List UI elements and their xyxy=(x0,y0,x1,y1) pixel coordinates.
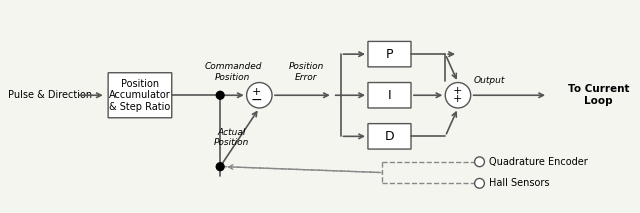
Text: D: D xyxy=(385,130,394,143)
Text: To Current
Loop: To Current Loop xyxy=(568,84,629,106)
FancyBboxPatch shape xyxy=(368,41,411,67)
Circle shape xyxy=(216,91,224,99)
Text: Commanded
Position: Commanded Position xyxy=(204,62,262,82)
Text: Pulse & Direction: Pulse & Direction xyxy=(8,90,92,100)
Text: Hall Sensors: Hall Sensors xyxy=(490,178,550,188)
Text: Position
Accumulator
& Step Ratio: Position Accumulator & Step Ratio xyxy=(109,79,171,112)
Text: Position
Error: Position Error xyxy=(289,62,324,82)
FancyBboxPatch shape xyxy=(368,124,411,149)
Text: Quadrature Encoder: Quadrature Encoder xyxy=(490,157,588,167)
FancyBboxPatch shape xyxy=(108,73,172,118)
Circle shape xyxy=(216,163,224,171)
Text: +: + xyxy=(452,94,461,104)
Text: +: + xyxy=(452,86,461,96)
Text: −: − xyxy=(251,93,262,107)
Circle shape xyxy=(475,157,484,167)
Circle shape xyxy=(246,82,272,108)
Text: I: I xyxy=(388,89,391,102)
Text: P: P xyxy=(386,48,393,61)
Text: +: + xyxy=(252,87,261,97)
Text: Output: Output xyxy=(474,76,505,85)
Circle shape xyxy=(445,82,470,108)
Text: Actual
Position: Actual Position xyxy=(214,128,250,147)
FancyBboxPatch shape xyxy=(368,82,411,108)
Circle shape xyxy=(475,178,484,188)
